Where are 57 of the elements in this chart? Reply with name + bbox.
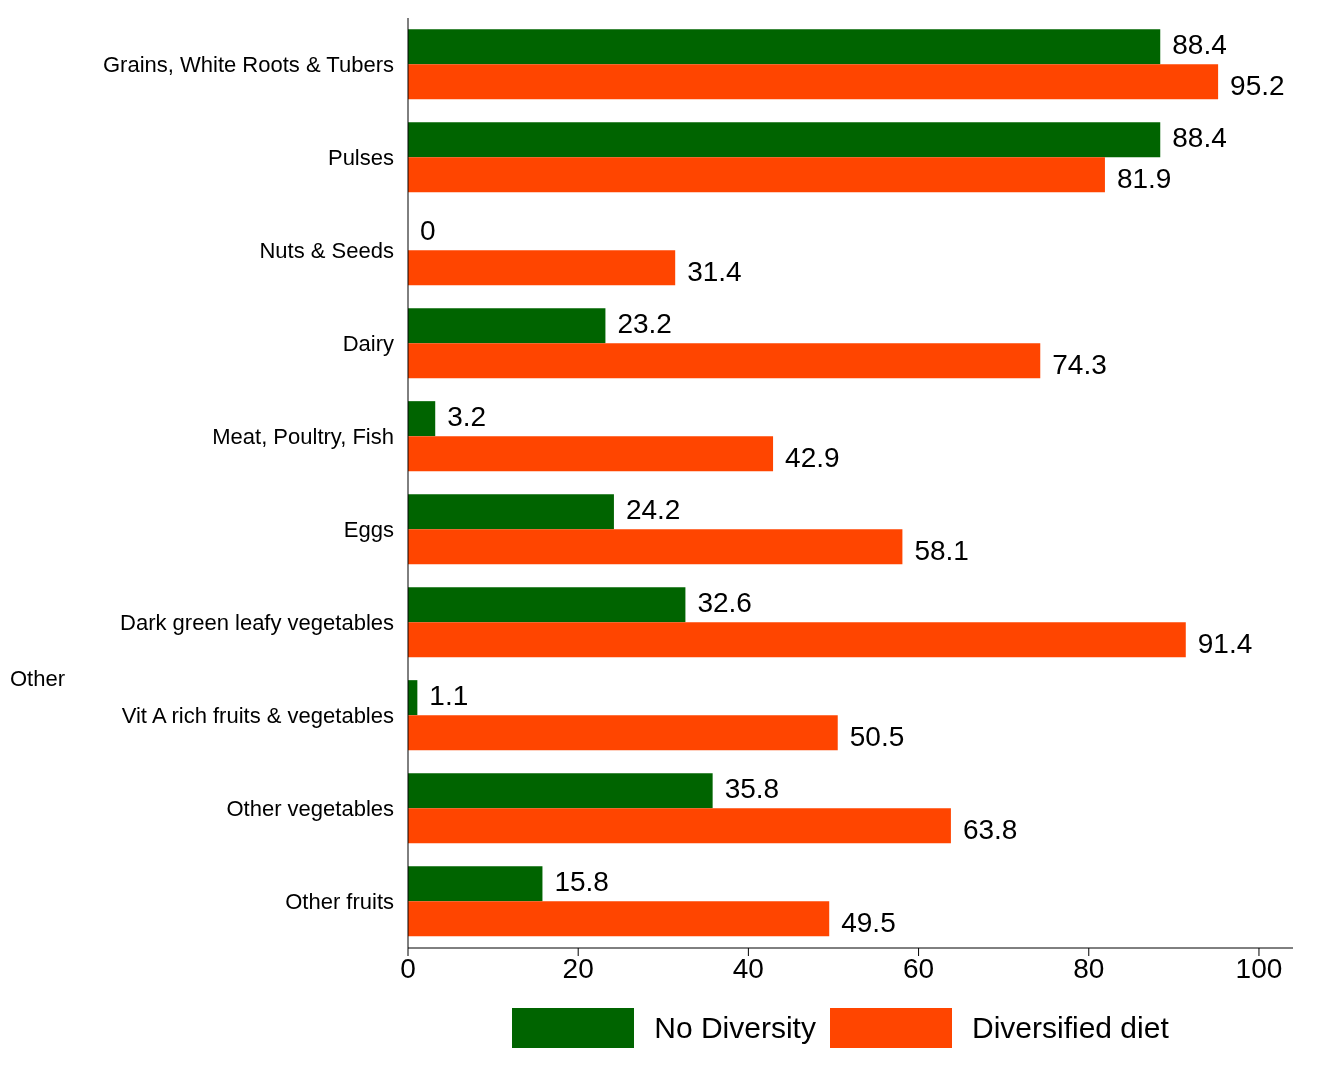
y-tick-label: Other vegetables <box>226 795 394 821</box>
bar <box>408 157 1105 193</box>
bar <box>408 773 713 809</box>
data-label: 23.2 <box>617 308 672 340</box>
bar <box>408 343 1041 379</box>
data-label: 31.4 <box>687 255 742 287</box>
bar <box>408 866 543 902</box>
data-label: 58.1 <box>914 534 969 566</box>
bar <box>408 715 838 751</box>
data-label: 32.6 <box>697 587 752 619</box>
bar <box>408 529 903 565</box>
bar <box>408 494 614 530</box>
data-label: 3.2 <box>447 401 487 433</box>
data-label: 88.4 <box>1172 122 1227 154</box>
bar <box>408 122 1161 158</box>
data-label: 88.4 <box>1172 29 1227 61</box>
y-tick-label: Grains, White Roots & Tubers <box>103 51 394 77</box>
x-tick-label: 60 <box>903 952 935 984</box>
bar <box>408 901 830 937</box>
bar <box>408 250 676 286</box>
x-tick-label: 0 <box>400 952 416 984</box>
bar <box>408 587 686 623</box>
data-label: 42.9 <box>785 441 840 473</box>
data-label: 50.5 <box>849 720 905 752</box>
bar <box>408 64 1219 100</box>
y-tick-label: Dark green leafy vegetables <box>120 609 394 635</box>
legend-label: Diversified diet <box>971 1011 1169 1045</box>
data-label: 24.2 <box>625 494 681 526</box>
x-tick-label: 40 <box>732 952 764 984</box>
text: Other <box>10 666 66 692</box>
x-tick-label: 100 <box>1235 952 1283 984</box>
bar <box>408 436 774 472</box>
data-label: 35.8 <box>724 773 780 805</box>
bar <box>408 622 1186 658</box>
x-tick-label: 80 <box>1073 952 1105 984</box>
data-label: 91.4 <box>1197 627 1253 659</box>
y-tick-label: Pulses <box>327 144 394 170</box>
y-tick-label: Nuts & Seeds <box>259 237 394 263</box>
y-tick-label: Meat, Poultry, Fish <box>212 423 394 449</box>
data-label: 0 <box>420 215 436 247</box>
y-tick-label: Vit A rich fruits & vegetables <box>121 702 394 728</box>
bar <box>408 808 951 844</box>
data-label: 95.2 <box>1230 69 1285 101</box>
data-label: 63.8 <box>962 813 1018 845</box>
bar <box>408 308 606 344</box>
bar <box>408 29 1161 65</box>
x-tick-label: 20 <box>562 952 594 984</box>
data-label: 49.5 <box>841 906 896 938</box>
data-label: 74.3 <box>1052 348 1107 380</box>
y-tick-label: Dairy <box>342 330 394 356</box>
data-label: 81.9 <box>1116 162 1172 194</box>
data-label: 15.8 <box>554 866 609 898</box>
y-tick-label: Eggs <box>343 516 394 542</box>
bar <box>408 401 436 437</box>
y-tick-label: Other fruits <box>285 888 394 914</box>
legend-label: No Diversity <box>654 1011 816 1045</box>
data-label: 1.1 <box>429 680 469 712</box>
